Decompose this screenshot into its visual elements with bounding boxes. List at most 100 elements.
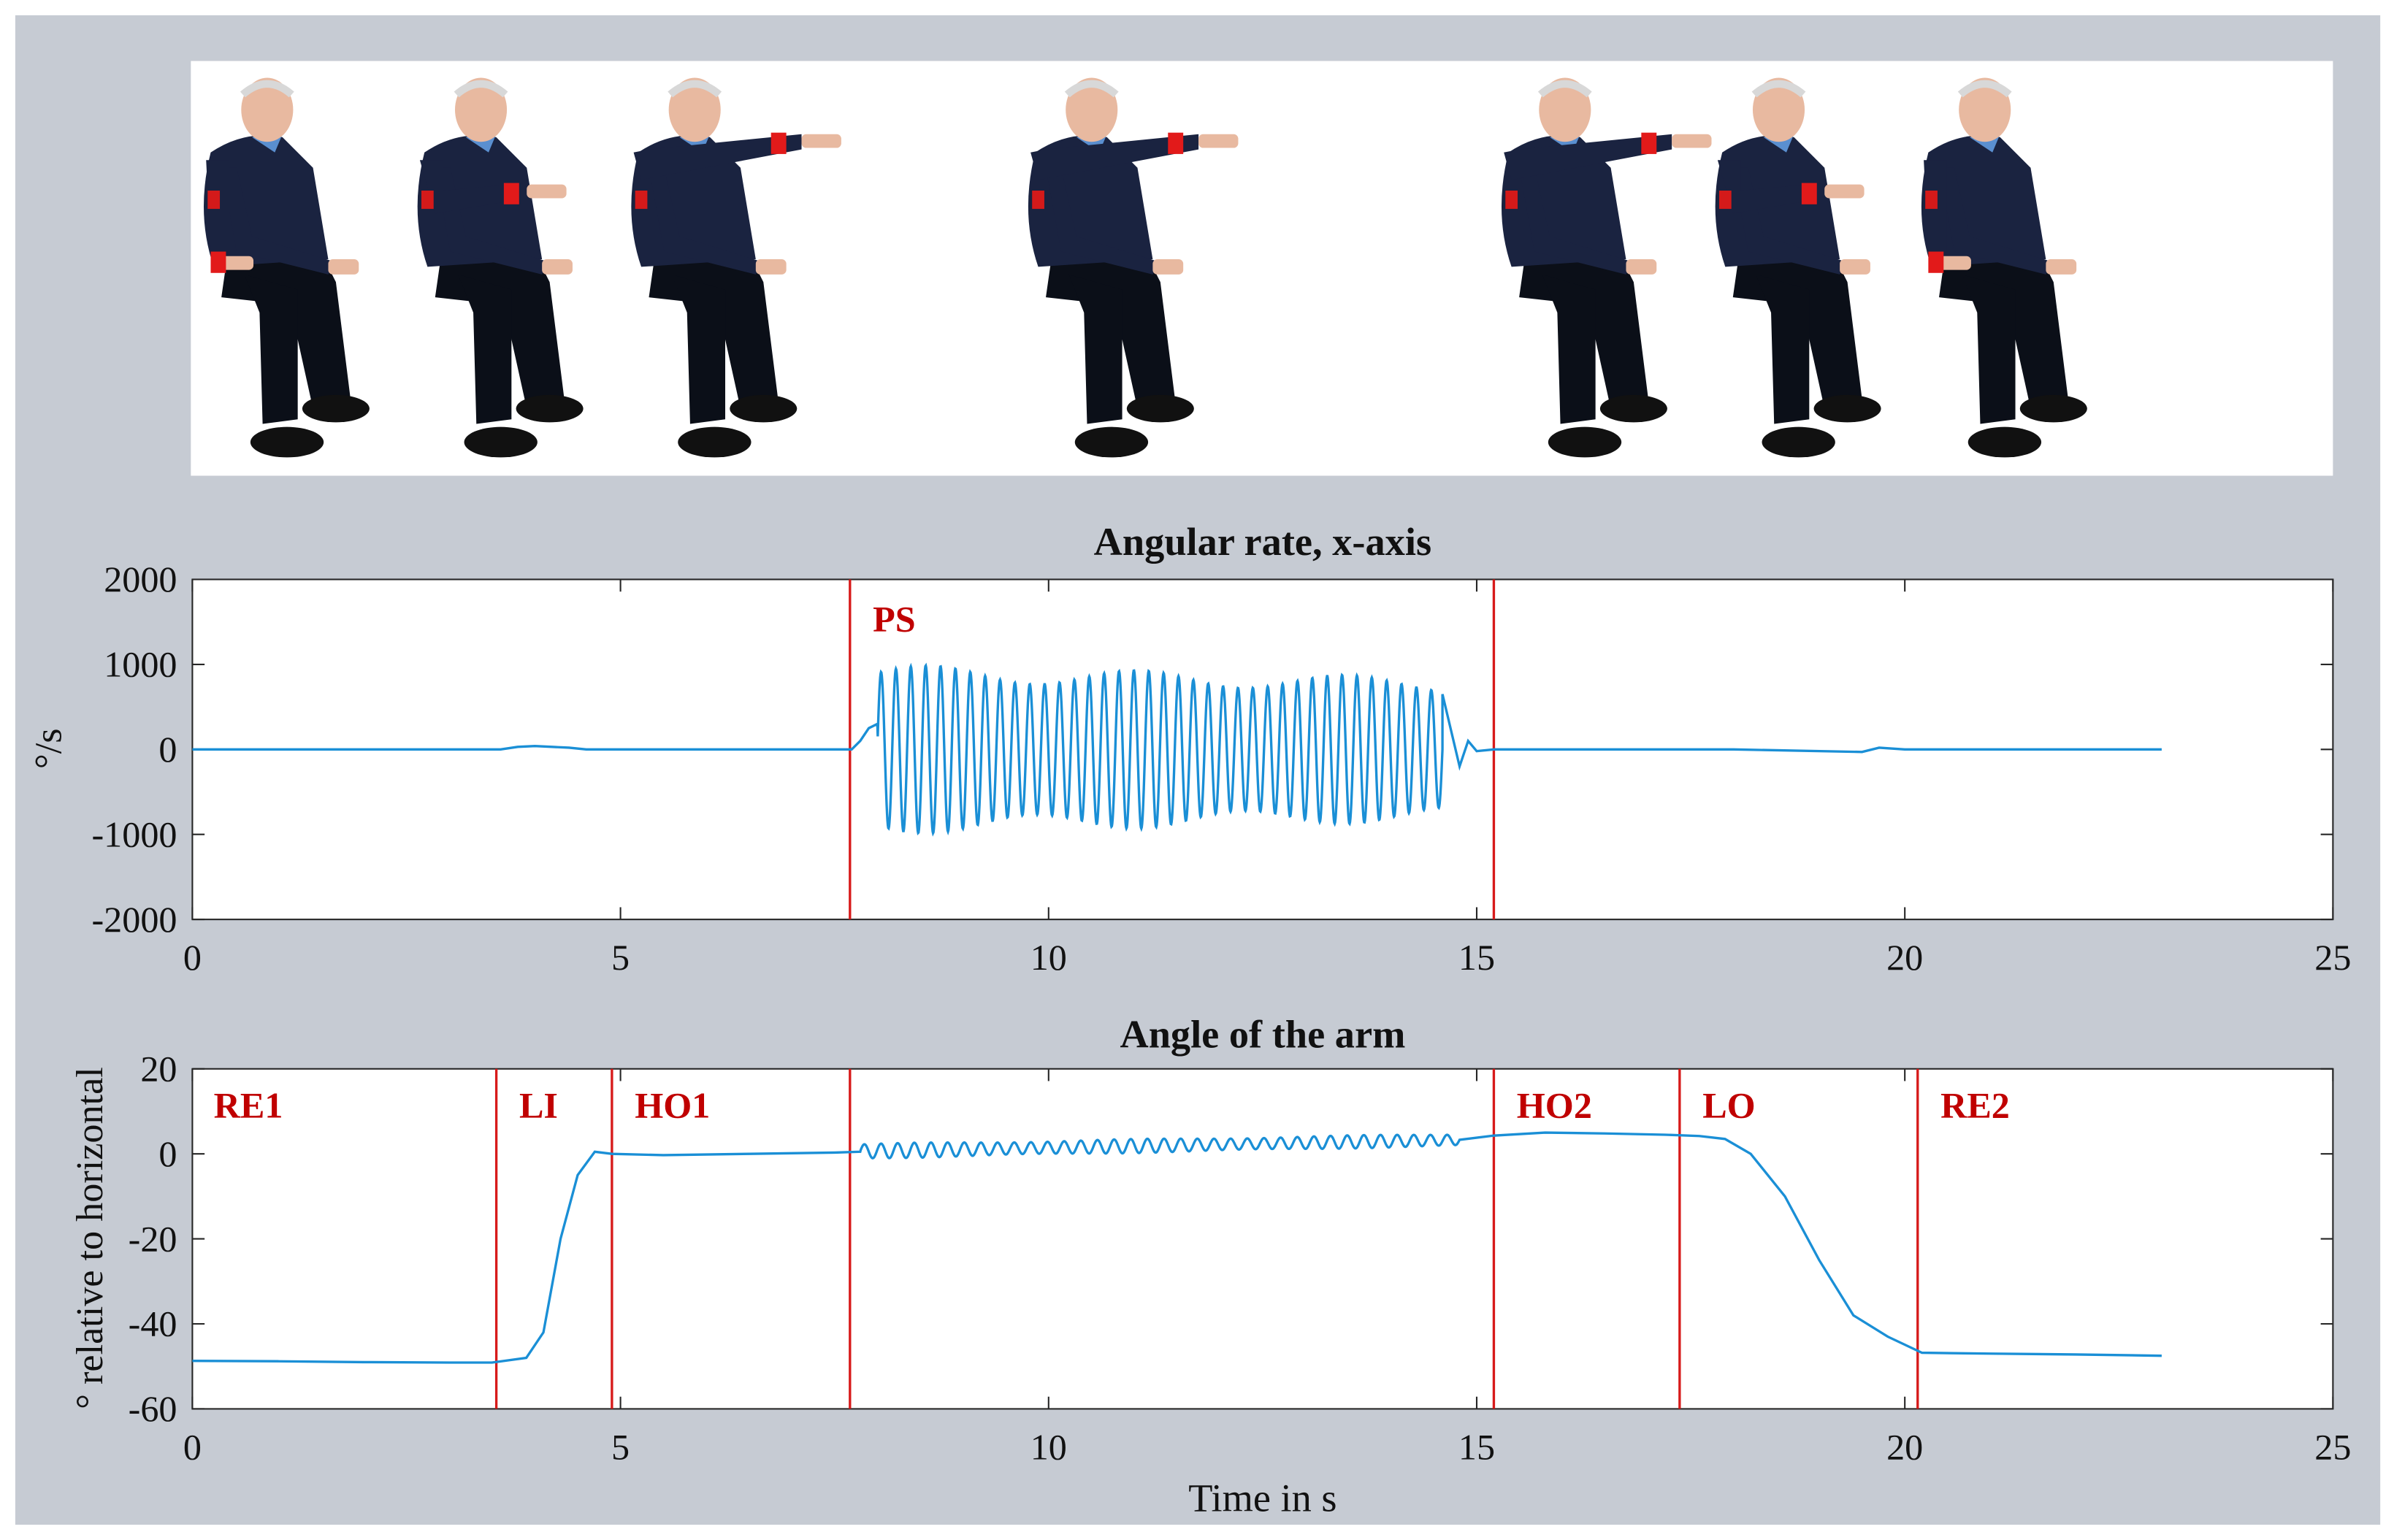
marker-label-ps: PS [873,599,916,640]
person-figure [417,77,584,458]
person-hand [755,258,787,275]
arm-angle-chart: Angle of the arm ° relative to horizonta… [69,1013,2351,1520]
person-head [454,77,508,142]
person-hand [1152,258,1184,275]
person-sensor-arm [1504,134,1672,180]
person-figure [631,77,841,458]
person-figure [1501,77,1712,458]
upper-arm-sensor [1925,191,1938,210]
wrist-sensor-band [1168,132,1184,154]
person-sensor-arm [206,160,229,259]
x-tick-label: 20 [1886,937,1923,978]
x-tick-label: 25 [2314,937,2351,978]
person-shoe [1967,426,2042,458]
person-arm [1046,167,1160,275]
upper-arm-sensor [1032,191,1044,210]
person-shoe [1126,394,1194,423]
person-hair [454,80,508,98]
person-legs [1756,274,1810,424]
y-tick-label: -20 [129,1218,177,1259]
series-line [192,1131,2162,1364]
person-arm [221,167,336,275]
upper-arm-sensor [1505,191,1518,210]
marker-label-re2: RE2 [1940,1085,2010,1126]
person-figure [203,77,370,458]
person-sensor-arm [419,160,527,214]
person-arm [1732,167,1848,275]
person-head [1959,77,2011,142]
person-shoe [302,394,370,423]
y-tick-label: -40 [129,1303,177,1344]
person-head [1066,77,1118,142]
person-figure [1715,77,1881,458]
person-shoe [1813,394,1881,423]
y-tick-labels: 2000 1000 0 -1000 -2000 [91,559,177,940]
upper-arm-sensor [207,191,221,210]
person-hand [2046,258,2077,275]
chart-title: Angular rate, x-axis [1094,520,1431,564]
person-figure [1921,77,2087,458]
y-tick-label: 0 [158,729,177,770]
upper-arm-sensor [1718,191,1732,210]
person-sensor-arm [1030,134,1199,180]
chart-title: Angle of the arm [1120,1013,1405,1057]
person-shoe [250,426,324,458]
person-hand [1824,184,1865,199]
wrist-sensor-band [503,183,519,204]
tick-marks [191,1068,2334,1410]
person-shoe [1599,394,1667,423]
person-sensor-arm [633,134,802,180]
marker-label-lo: LO [1702,1085,1755,1126]
marker-label-ho2: HO2 [1517,1085,1592,1126]
person-arm [435,167,550,275]
x-tick-label: 0 [183,1426,202,1467]
wrist-sensor-band [210,251,226,273]
wrist-sensor-band [1801,183,1817,204]
x-tick-labels: 0 5 10 15 20 25 [183,1426,2352,1467]
y-axis-label: ° relative to horizontal [69,1067,111,1409]
person-hair [1957,80,2012,98]
person-hand [801,134,841,148]
person-head [668,77,721,142]
person-hand [1672,134,1712,148]
person-hand [527,184,567,199]
person-hair [1751,80,1806,98]
person-shoe [516,394,584,423]
person-hand [1626,258,1657,275]
person-figure [1028,77,1239,458]
person-legs [1542,274,1596,424]
person-hair [668,80,722,98]
tick-marks [191,578,2334,921]
y-tick-label: -2000 [91,899,177,940]
people-group [203,77,2087,458]
x-tick-label: 15 [1458,1426,1495,1467]
y-tick-label: -60 [129,1388,177,1429]
wrist-sensor-band [1641,132,1657,154]
x-tick-label: 10 [1030,1426,1067,1467]
x-tick-label: 10 [1030,937,1067,978]
person-shoe [1074,426,1149,458]
y-tick-labels: 20 0 -20 -40 -60 [129,1049,177,1430]
person-hand [328,258,359,275]
person-legs [244,274,298,424]
person-legs [671,274,726,424]
marker-label-li: LI [519,1085,558,1126]
person-shoe [1762,426,1835,458]
x-tick-label: 15 [1458,937,1495,978]
marker-label-ho1: HO1 [635,1085,710,1126]
y-tick-label: 2000 [104,559,177,599]
angular-rate-chart: Angular rate, x-axis °/s 0 5 10 15 20 25… [28,520,2352,978]
x-tick-labels: 0 5 10 15 20 25 [183,937,2352,978]
plot-area [191,1068,2334,1410]
person-head [1752,77,1805,142]
marker-label-re1: RE1 [214,1085,283,1126]
person-shoe [1548,426,1622,458]
person-arm [1939,167,2054,275]
person-head [1539,77,1591,142]
person-arm [649,167,764,275]
person-hand [1198,134,1239,148]
event-markers: LI HO1 HO2 LO RE2 [494,1068,2010,1409]
y-axis-label: °/s [28,728,70,769]
x-tick-label: 20 [1886,1426,1923,1467]
